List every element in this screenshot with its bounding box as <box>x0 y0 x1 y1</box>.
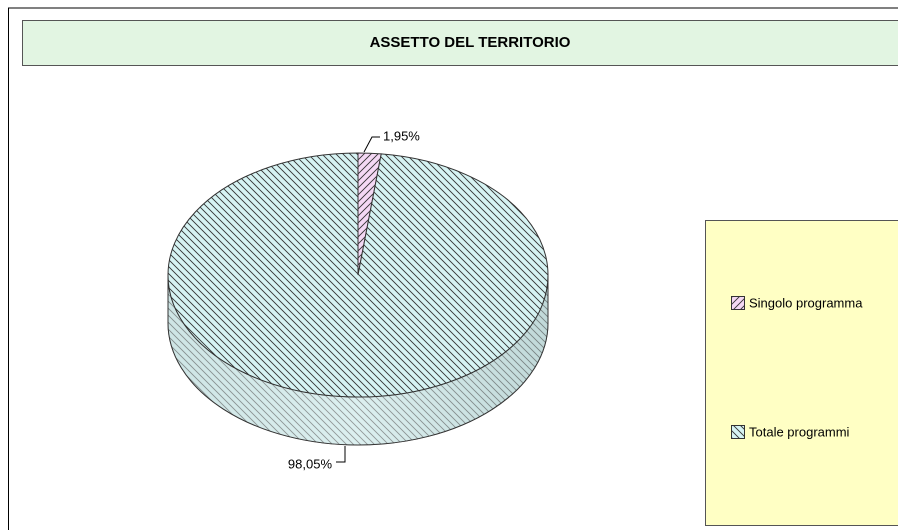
legend: Singolo programma Totale programmi <box>731 295 863 439</box>
legend-label: Totale programmi <box>749 424 850 439</box>
chart-title: ASSETTO DEL TERRITORIO <box>370 34 571 51</box>
legend-swatch <box>731 296 745 310</box>
pie-slice <box>167 152 549 398</box>
label-leader <box>363 136 380 153</box>
legend-swatch <box>731 425 745 439</box>
data-label: 98,05% <box>288 456 333 471</box>
legend-box <box>705 220 898 526</box>
legend-label: Singolo programma <box>749 295 863 310</box>
data-label: 1,95% <box>383 128 420 143</box>
title-bar <box>22 20 898 66</box>
label-leader <box>336 446 346 463</box>
